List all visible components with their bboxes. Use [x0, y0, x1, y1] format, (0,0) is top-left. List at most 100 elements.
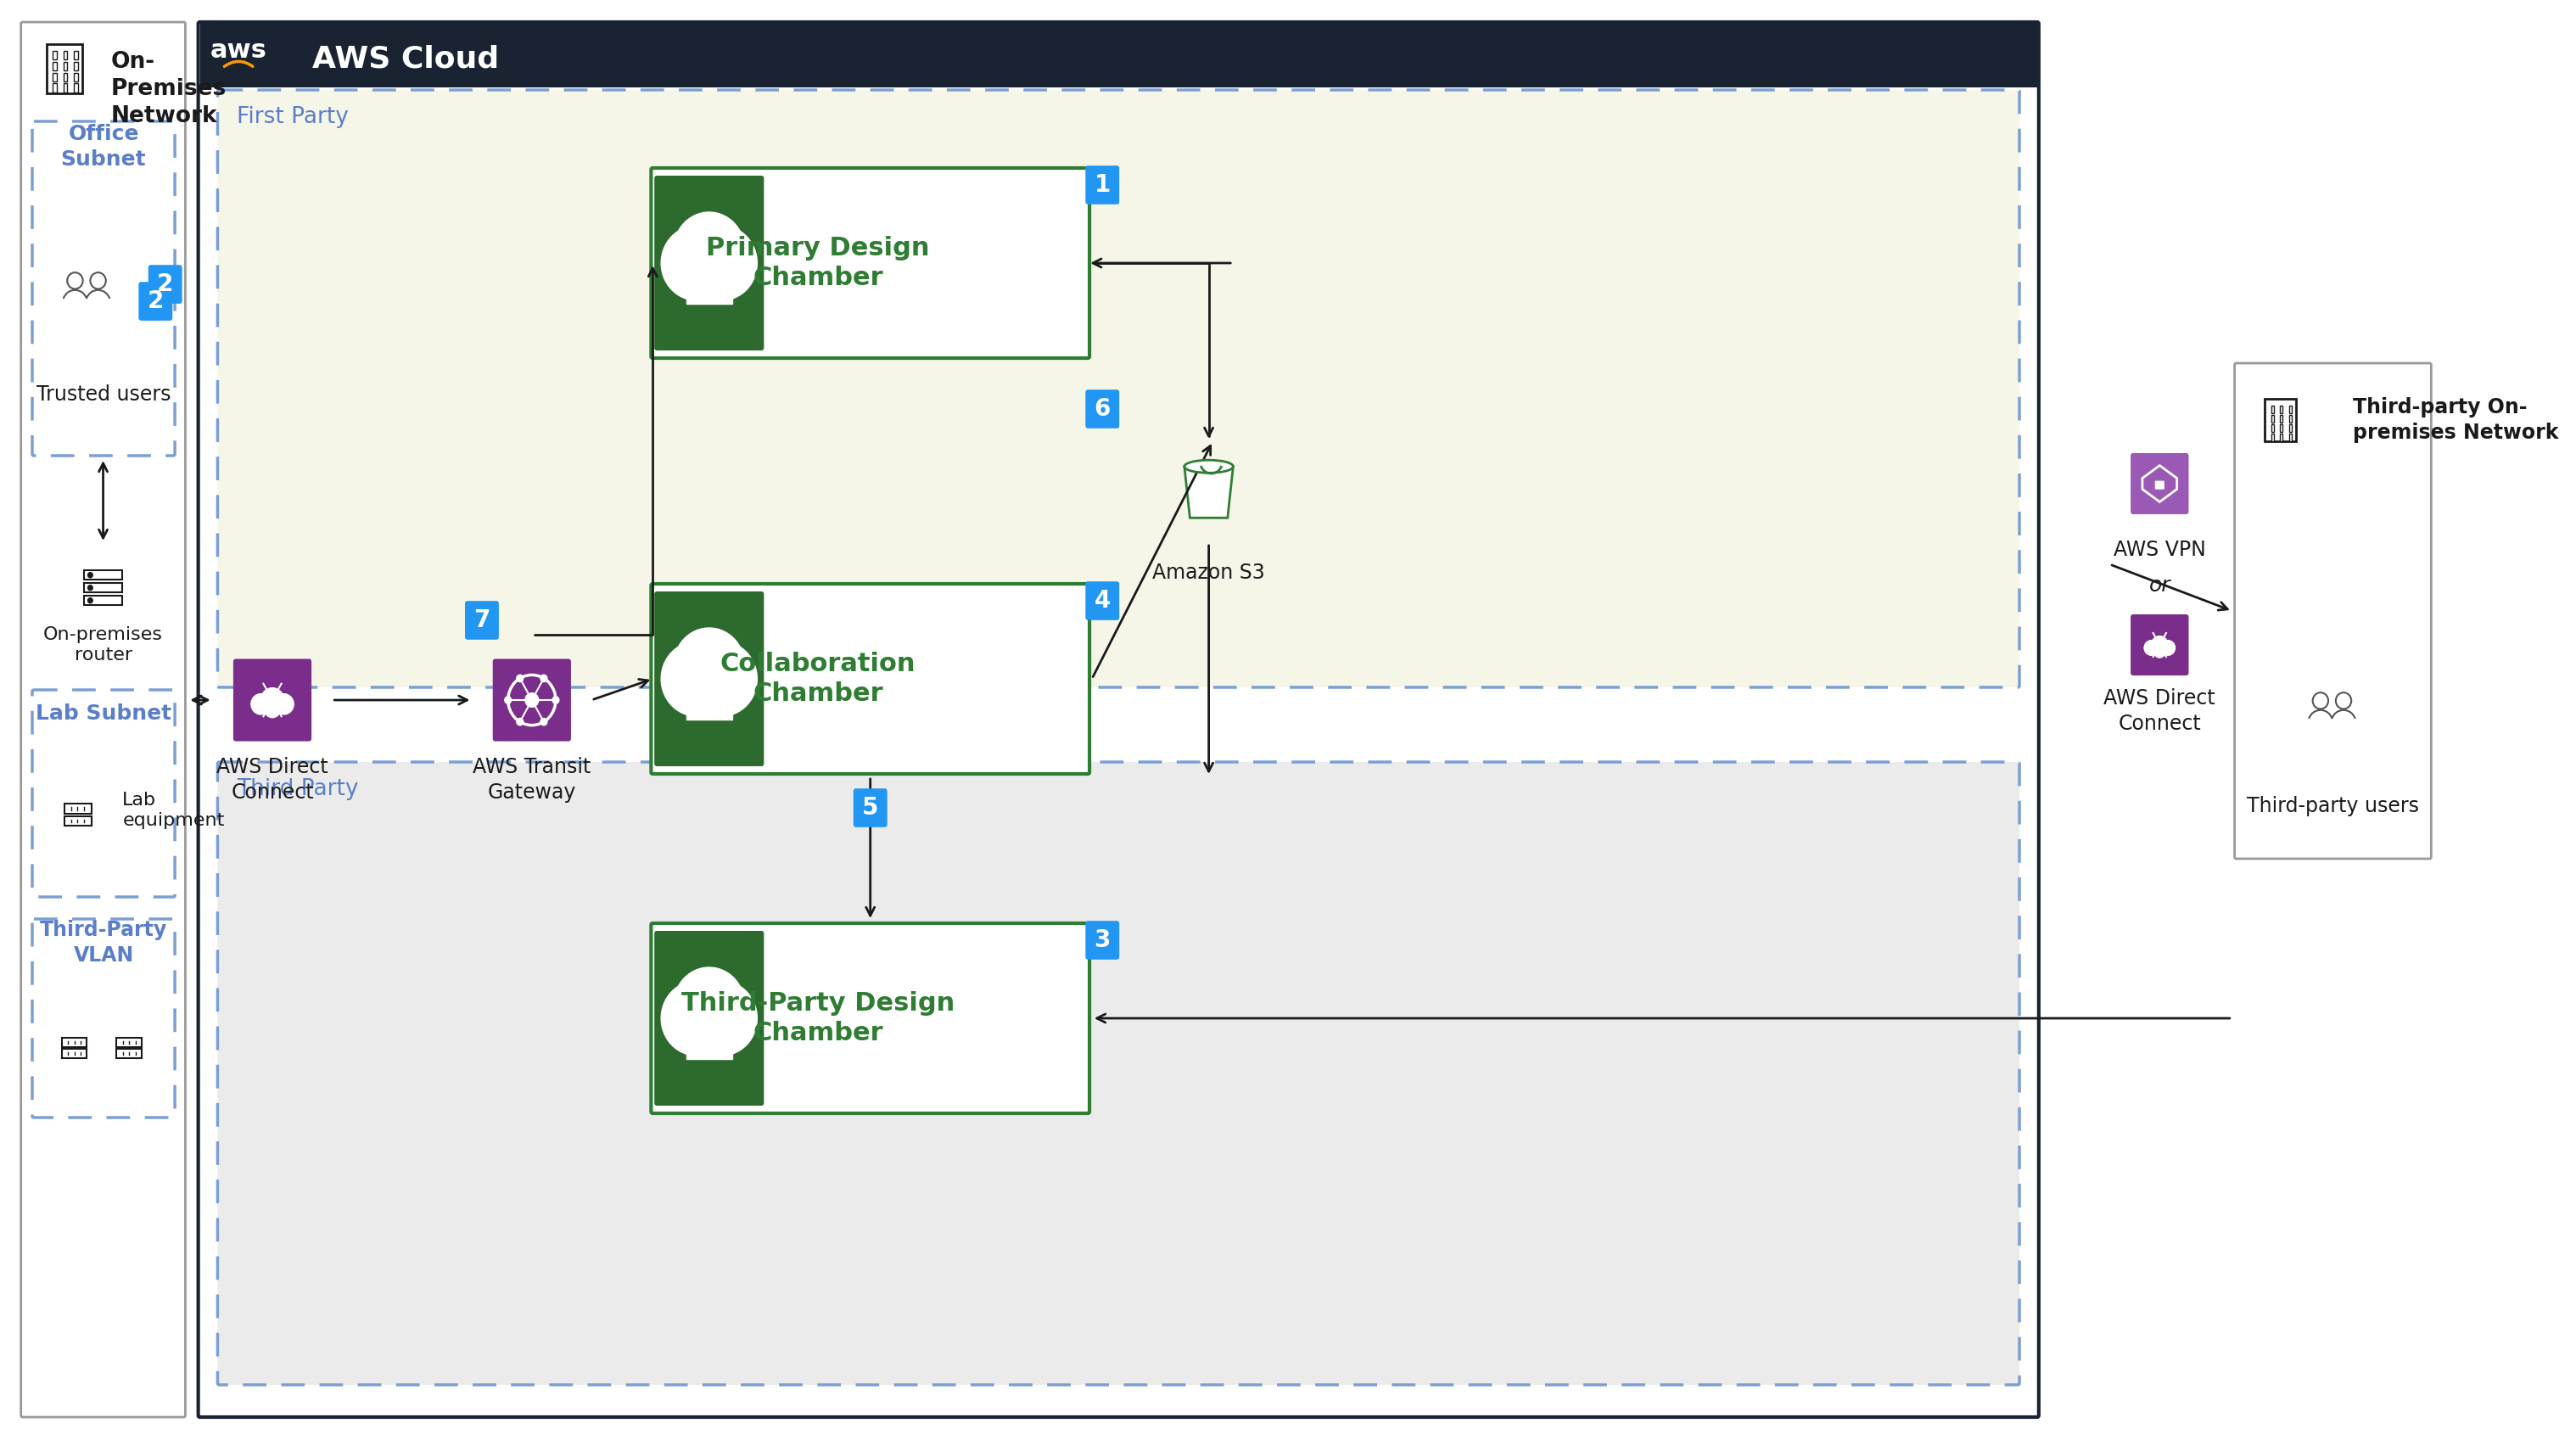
Bar [2264, 399, 2295, 441]
Bar [64, 804, 93, 814]
Ellipse shape [1185, 459, 1234, 472]
Circle shape [685, 641, 757, 716]
Text: Trusted users: Trusted users [36, 384, 170, 405]
Circle shape [2154, 647, 2166, 658]
FancyBboxPatch shape [652, 583, 1090, 773]
FancyBboxPatch shape [1084, 920, 1121, 959]
FancyBboxPatch shape [853, 789, 886, 827]
FancyBboxPatch shape [652, 923, 1090, 1113]
Bar [75, 50, 77, 59]
Bar [201, 23, 2038, 88]
FancyBboxPatch shape [1084, 390, 1121, 428]
Bar [62, 1048, 88, 1058]
Circle shape [250, 694, 270, 714]
Bar [85, 583, 124, 593]
Bar [64, 816, 93, 825]
Text: First Party: First Party [237, 107, 348, 128]
FancyBboxPatch shape [703, 1028, 716, 1053]
FancyBboxPatch shape [216, 89, 2020, 687]
Bar [46, 45, 82, 94]
Circle shape [67, 272, 82, 289]
Bar [54, 84, 57, 92]
Text: Third-Party
VLAN: Third-Party VLAN [39, 920, 167, 966]
Circle shape [541, 675, 546, 681]
Bar [54, 50, 57, 59]
Circle shape [88, 598, 93, 603]
Circle shape [675, 212, 744, 287]
Circle shape [526, 693, 538, 707]
FancyBboxPatch shape [33, 121, 175, 455]
Text: 6: 6 [1095, 397, 1110, 420]
Bar [116, 1038, 142, 1047]
FancyBboxPatch shape [198, 22, 2038, 1417]
Text: Primary Design
Chamber: Primary Design Chamber [706, 236, 930, 291]
Text: Third-Party Design
Chamber: Third-Party Design Chamber [680, 991, 956, 1045]
FancyBboxPatch shape [654, 592, 765, 766]
Text: or: or [2148, 576, 2172, 596]
Text: Third Party: Third Party [237, 778, 358, 801]
FancyBboxPatch shape [33, 690, 175, 897]
FancyBboxPatch shape [464, 600, 500, 639]
Text: 5: 5 [863, 796, 878, 819]
Text: AWS Transit
Gateway: AWS Transit Gateway [474, 757, 590, 802]
Circle shape [518, 719, 523, 726]
Polygon shape [1185, 467, 1234, 518]
Bar [62, 1038, 88, 1047]
FancyBboxPatch shape [21, 22, 185, 1417]
FancyBboxPatch shape [492, 660, 572, 742]
Bar [685, 1030, 732, 1060]
Bar [75, 72, 77, 82]
Circle shape [88, 585, 93, 590]
Text: Office
Subnet: Office Subnet [62, 124, 147, 170]
FancyBboxPatch shape [1084, 166, 1121, 204]
Bar [685, 690, 732, 720]
Bar [64, 72, 67, 82]
Bar [64, 84, 67, 92]
Bar [85, 570, 124, 580]
FancyBboxPatch shape [234, 660, 312, 742]
Circle shape [265, 701, 281, 717]
FancyBboxPatch shape [654, 176, 765, 350]
Circle shape [685, 226, 757, 301]
Circle shape [88, 573, 93, 577]
Circle shape [2151, 636, 2169, 654]
Circle shape [2336, 693, 2352, 708]
Bar [54, 62, 57, 71]
Text: 2: 2 [147, 289, 165, 312]
Circle shape [662, 981, 732, 1056]
Circle shape [551, 697, 559, 704]
Text: 1: 1 [1095, 173, 1110, 197]
Bar [64, 62, 67, 71]
FancyBboxPatch shape [2130, 615, 2190, 675]
Circle shape [2143, 641, 2159, 655]
Text: Lab Subnet: Lab Subnet [36, 704, 173, 724]
FancyBboxPatch shape [703, 688, 716, 714]
Text: Lab
equipment: Lab equipment [124, 792, 224, 829]
Text: On-
Premises
Network: On- Premises Network [111, 50, 227, 127]
Circle shape [2313, 693, 2329, 708]
FancyBboxPatch shape [149, 265, 183, 304]
Circle shape [675, 968, 744, 1043]
FancyBboxPatch shape [33, 919, 175, 1117]
Bar [75, 84, 77, 92]
FancyBboxPatch shape [2233, 363, 2432, 858]
Text: AWS Cloud: AWS Cloud [312, 45, 500, 73]
Circle shape [505, 697, 513, 704]
Circle shape [273, 694, 294, 714]
FancyBboxPatch shape [216, 762, 2020, 1385]
Bar [85, 596, 124, 605]
Text: aws: aws [211, 39, 268, 63]
Text: Third-party users: Third-party users [2246, 796, 2419, 816]
Circle shape [90, 272, 106, 289]
Circle shape [662, 641, 732, 716]
FancyBboxPatch shape [1084, 582, 1121, 621]
Text: 7: 7 [474, 609, 489, 632]
Text: AWS Direct
Connect: AWS Direct Connect [216, 757, 327, 802]
FancyBboxPatch shape [2156, 481, 2164, 490]
Text: 3: 3 [1095, 929, 1110, 952]
Circle shape [685, 981, 757, 1056]
FancyBboxPatch shape [654, 930, 765, 1106]
Bar [75, 62, 77, 71]
Circle shape [518, 675, 523, 681]
Bar [685, 274, 732, 304]
